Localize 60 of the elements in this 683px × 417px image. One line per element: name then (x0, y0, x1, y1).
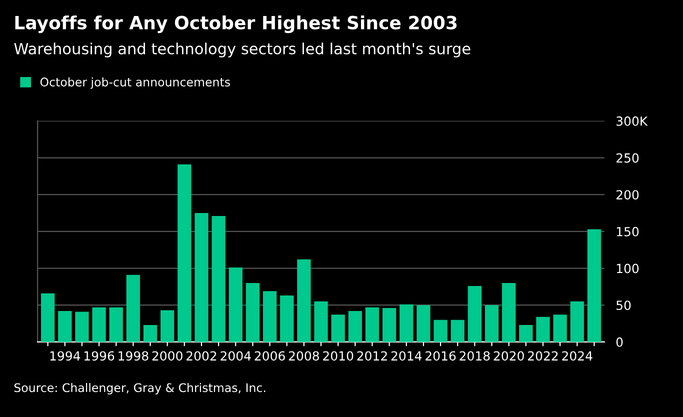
x-tick-label: 2016 (426, 351, 456, 361)
bar (75, 312, 89, 342)
y-tick-label: 250 (616, 153, 639, 163)
bar (519, 324, 533, 342)
x-tick-label: 2012 (357, 351, 387, 361)
bar (553, 314, 567, 342)
y-tick-label: 100 (616, 264, 639, 274)
x-tick-label: 1996 (84, 351, 114, 361)
bar (468, 286, 482, 342)
bar (502, 283, 516, 342)
bar (92, 307, 106, 342)
bar (484, 305, 499, 342)
y-tick-label: 300K (616, 116, 648, 126)
bar (416, 305, 430, 342)
y-tick-label: 50 (616, 300, 631, 310)
x-tick-label: 2022 (528, 351, 558, 361)
x-tick-label: 2004 (220, 351, 251, 361)
x-tick-label: 2020 (494, 351, 524, 361)
bar (178, 164, 192, 342)
y-tick-label: 200 (616, 190, 639, 200)
bar (400, 304, 414, 342)
chart-subtitle: Warehousing and technology sectors led last month's surge (14, 42, 470, 58)
bar (212, 216, 226, 342)
bar (314, 301, 328, 342)
source-note: Source: Challenger, Gray & Christmas, Inc. (14, 383, 266, 394)
x-tick-label: 1994 (50, 351, 80, 361)
bar (587, 229, 602, 342)
bar (382, 308, 396, 342)
bar (109, 307, 123, 342)
bar (160, 310, 174, 342)
y-tick-label: 0 (616, 337, 623, 347)
x-tick-label: 2008 (288, 351, 319, 361)
bar (570, 301, 584, 342)
bar (126, 274, 140, 342)
bar (228, 268, 242, 342)
bar (262, 291, 277, 342)
bar (297, 259, 311, 342)
bar (365, 307, 380, 342)
x-tick-label: 2000 (152, 351, 182, 361)
x-tick-label: 2024 (562, 351, 592, 361)
bar (450, 320, 464, 342)
x-tick-label: 2006 (254, 351, 285, 361)
bar (331, 314, 345, 342)
x-tick-label: 2014 (391, 351, 422, 361)
x-tick-label: 2018 (460, 351, 490, 361)
bar (58, 311, 72, 342)
x-tick-label: 2002 (186, 351, 216, 361)
bar (348, 311, 362, 342)
bar (434, 320, 448, 342)
chart-title: Layoffs for Any October Highest Since 2003 (15, 15, 457, 34)
bar (246, 283, 260, 342)
bar (536, 316, 550, 342)
legend-label: October job-cut announcements (40, 77, 230, 89)
bar (143, 324, 158, 342)
x-tick-label: 1998 (118, 351, 148, 361)
bar (280, 296, 294, 342)
y-tick-label: 150 (616, 226, 639, 236)
bar (40, 293, 55, 342)
bar (194, 213, 208, 342)
x-tick-label: 2010 (323, 351, 354, 361)
